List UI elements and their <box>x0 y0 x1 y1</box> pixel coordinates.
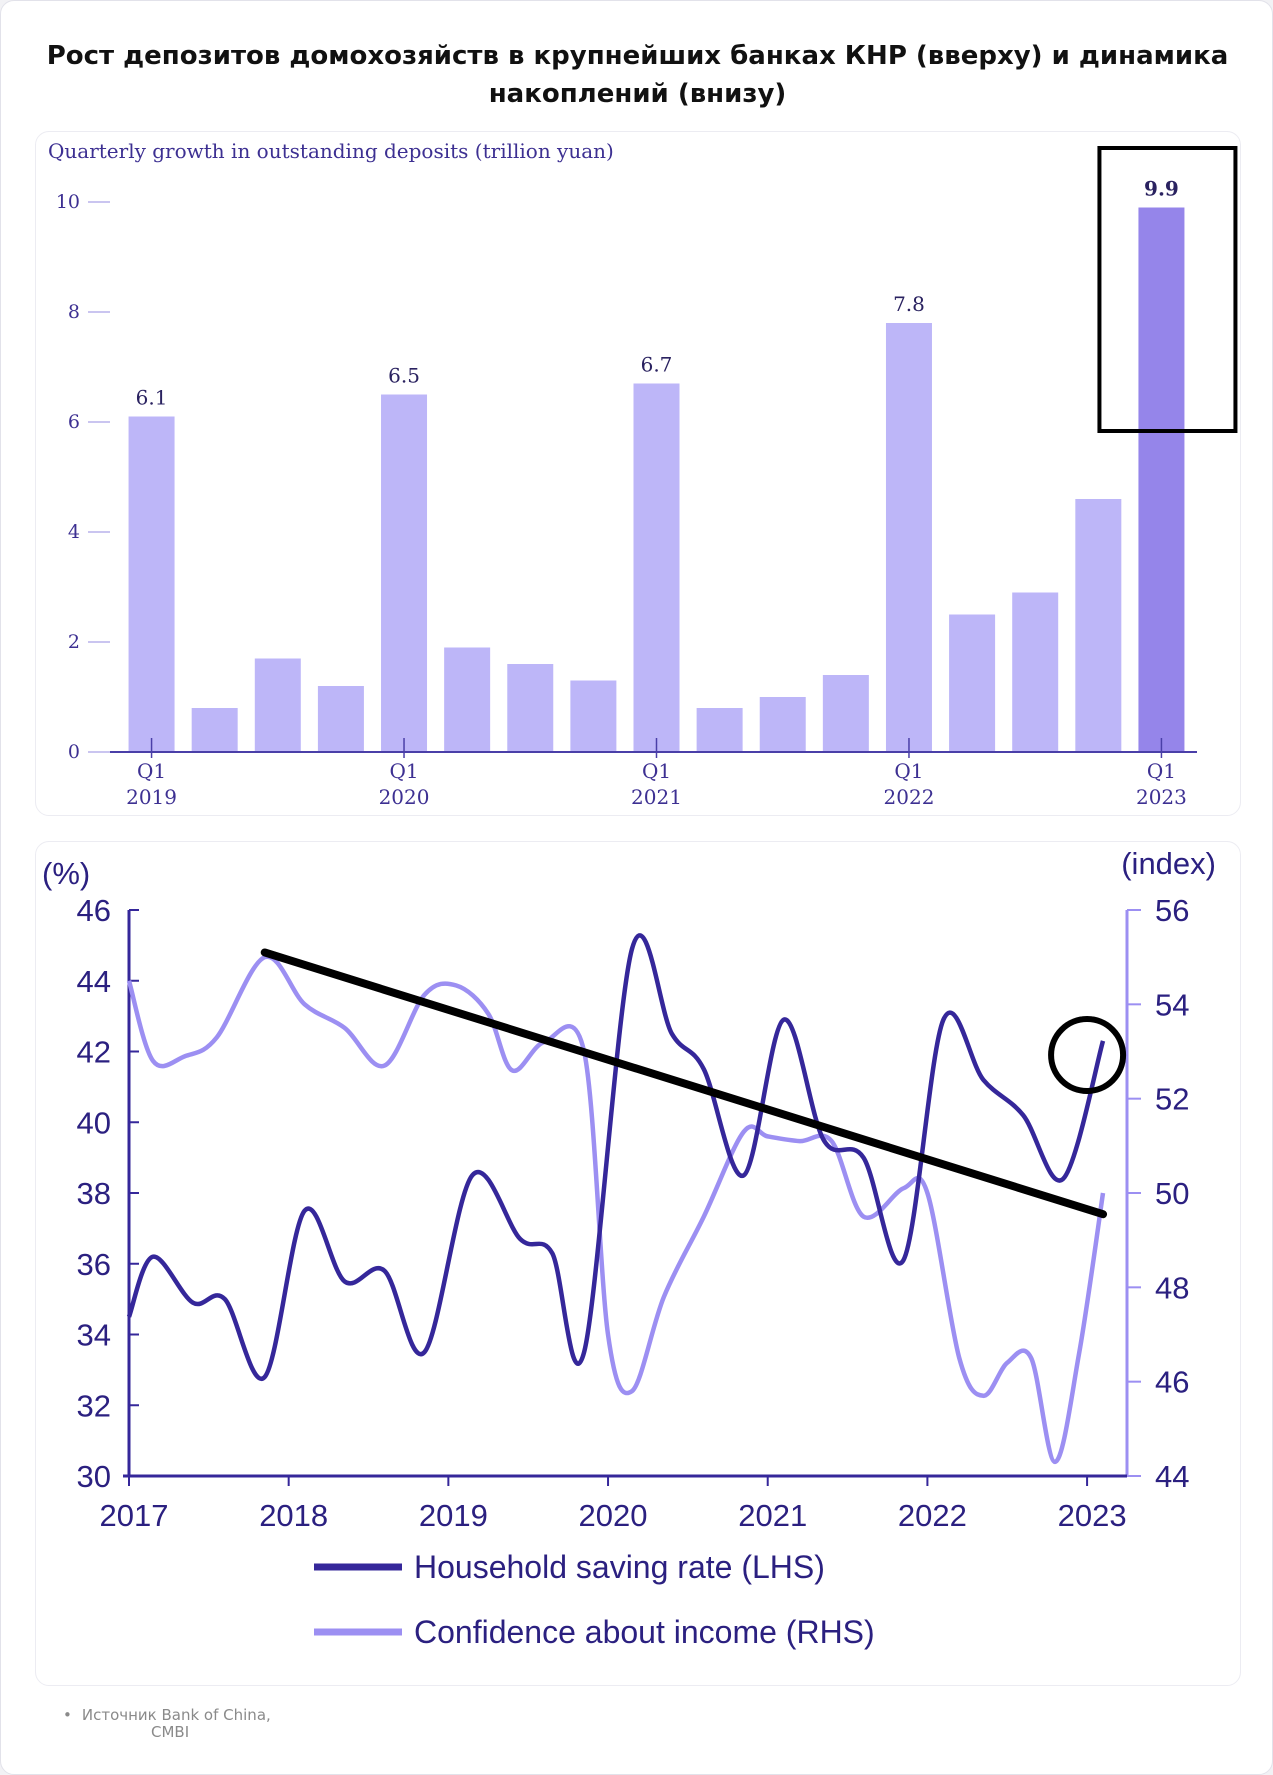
left-tick-label: 42 <box>77 1035 111 1070</box>
bar-q3-2022 <box>1012 592 1059 752</box>
right-tick-label: 48 <box>1155 1270 1189 1305</box>
left-tick-label: 36 <box>77 1247 111 1282</box>
bar-q3-2020 <box>507 664 554 752</box>
y-tick-label: 2 <box>68 631 80 653</box>
left-tick-label: 30 <box>77 1459 111 1494</box>
bar-q1-2023 <box>1138 207 1185 752</box>
source-line-1: Источник Bank of China, <box>81 1706 271 1724</box>
legend-label-saving-rate: Household saving rate (LHS) <box>414 1549 825 1585</box>
x-tick-label: 2022 <box>898 1498 967 1533</box>
series-line-household-saving-rate <box>126 933 1106 1382</box>
chart-title: Quarterly growth in outstanding deposits… <box>48 139 614 163</box>
bar-q2-2022 <box>949 614 996 752</box>
left-tick-label: 34 <box>77 1318 111 1353</box>
right-tick-label: 44 <box>1155 1459 1189 1494</box>
bar-q1-2020 <box>381 394 428 752</box>
bullet-icon: • <box>63 1706 72 1724</box>
bar-q4-2022 <box>1075 499 1122 752</box>
bar-data-label: 9.9 <box>1144 177 1179 201</box>
x-tick-label: 2023 <box>1058 1498 1127 1533</box>
bar-q3-2019 <box>254 658 301 752</box>
trend-line-annotation <box>260 948 1108 1219</box>
series-line-confidence-about-income <box>126 954 1106 1465</box>
left-tick-label: 32 <box>77 1388 111 1423</box>
bar-data-label: 6.7 <box>641 353 673 377</box>
left-tick-label: 44 <box>77 964 111 999</box>
x-tick-label-year: 2020 <box>379 785 430 809</box>
deposits-bar-chart: Quarterly growth in outstanding deposits… <box>48 139 1238 809</box>
source-line-2: CMBI <box>151 1723 190 1741</box>
right-axis-unit: (index) <box>1121 846 1216 881</box>
x-tick-label-quarter: Q1 <box>894 759 923 783</box>
left-tick-label: 46 <box>77 893 111 928</box>
x-tick-label-quarter: Q1 <box>1147 759 1176 783</box>
deposits-bar-chart-panel: Quarterly growth in outstanding deposits… <box>35 131 1241 816</box>
bar-q1-2019 <box>128 416 175 752</box>
bar-data-label: 6.1 <box>136 386 168 410</box>
source-note: • Источник Bank of China, CMBI <box>63 1707 293 1741</box>
bar-data-label: 6.5 <box>388 364 420 388</box>
y-tick-label: 0 <box>68 741 80 763</box>
x-tick-label-year: 2023 <box>1136 785 1187 809</box>
y-tick-label: 4 <box>68 521 80 543</box>
right-tick-label: 50 <box>1155 1176 1189 1211</box>
saving-rate-line-chart-panel: (%) (index) 30 32 34 36 38 40 42 44 46 44 46 48 50 52 54… <box>35 841 1241 1686</box>
bar-data-label: 7.8 <box>893 292 925 316</box>
bar-q1-2021 <box>633 383 680 752</box>
x-tick-label-year: 2019 <box>126 785 177 809</box>
x-tick-label-year: 2022 <box>884 785 935 809</box>
x-tick-label: 2018 <box>259 1498 328 1533</box>
y-tick-label: 6 <box>68 411 80 433</box>
y-tick-label: 8 <box>68 301 80 323</box>
y-tick-label: 10 <box>56 191 80 213</box>
x-tick-label: 2017 <box>100 1498 169 1533</box>
bar-q1-2022 <box>885 323 932 752</box>
left-tick-label: 40 <box>77 1105 111 1140</box>
x-tick-label-year: 2021 <box>631 785 682 809</box>
bar-q4-2020 <box>570 680 617 752</box>
x-tick-label-quarter: Q1 <box>137 759 166 783</box>
x-tick-label-quarter: Q1 <box>389 759 418 783</box>
bar-q4-2019 <box>317 686 364 752</box>
saving-rate-line-chart: (%) (index) 30 32 34 36 38 40 42 44 46 44 46 48 50 52 54… <box>42 846 1216 1650</box>
right-tick-label: 54 <box>1155 987 1189 1022</box>
left-tick-label: 38 <box>77 1176 111 1211</box>
bar-q2-2021 <box>696 708 743 752</box>
bar-q2-2020 <box>444 647 491 752</box>
bar-q4-2021 <box>822 675 869 752</box>
x-tick-label-quarter: Q1 <box>642 759 671 783</box>
x-tick-label: 2020 <box>579 1498 648 1533</box>
circle-annotation <box>1048 1016 1127 1095</box>
bar-q2-2019 <box>191 708 238 752</box>
left-axis-unit: (%) <box>42 856 90 891</box>
bar-q3-2021 <box>759 697 806 752</box>
legend-label-confidence: Confidence about income (RHS) <box>414 1614 875 1650</box>
highlight-box <box>1097 146 1238 433</box>
x-tick-label: 2019 <box>419 1498 488 1533</box>
right-tick-label: 52 <box>1155 1082 1189 1117</box>
page-title: Рост депозитов домохозяйств в крупнейших… <box>46 41 1229 109</box>
right-tick-label: 56 <box>1155 893 1189 928</box>
x-tick-label: 2021 <box>738 1498 807 1533</box>
right-tick-label: 46 <box>1155 1365 1189 1400</box>
